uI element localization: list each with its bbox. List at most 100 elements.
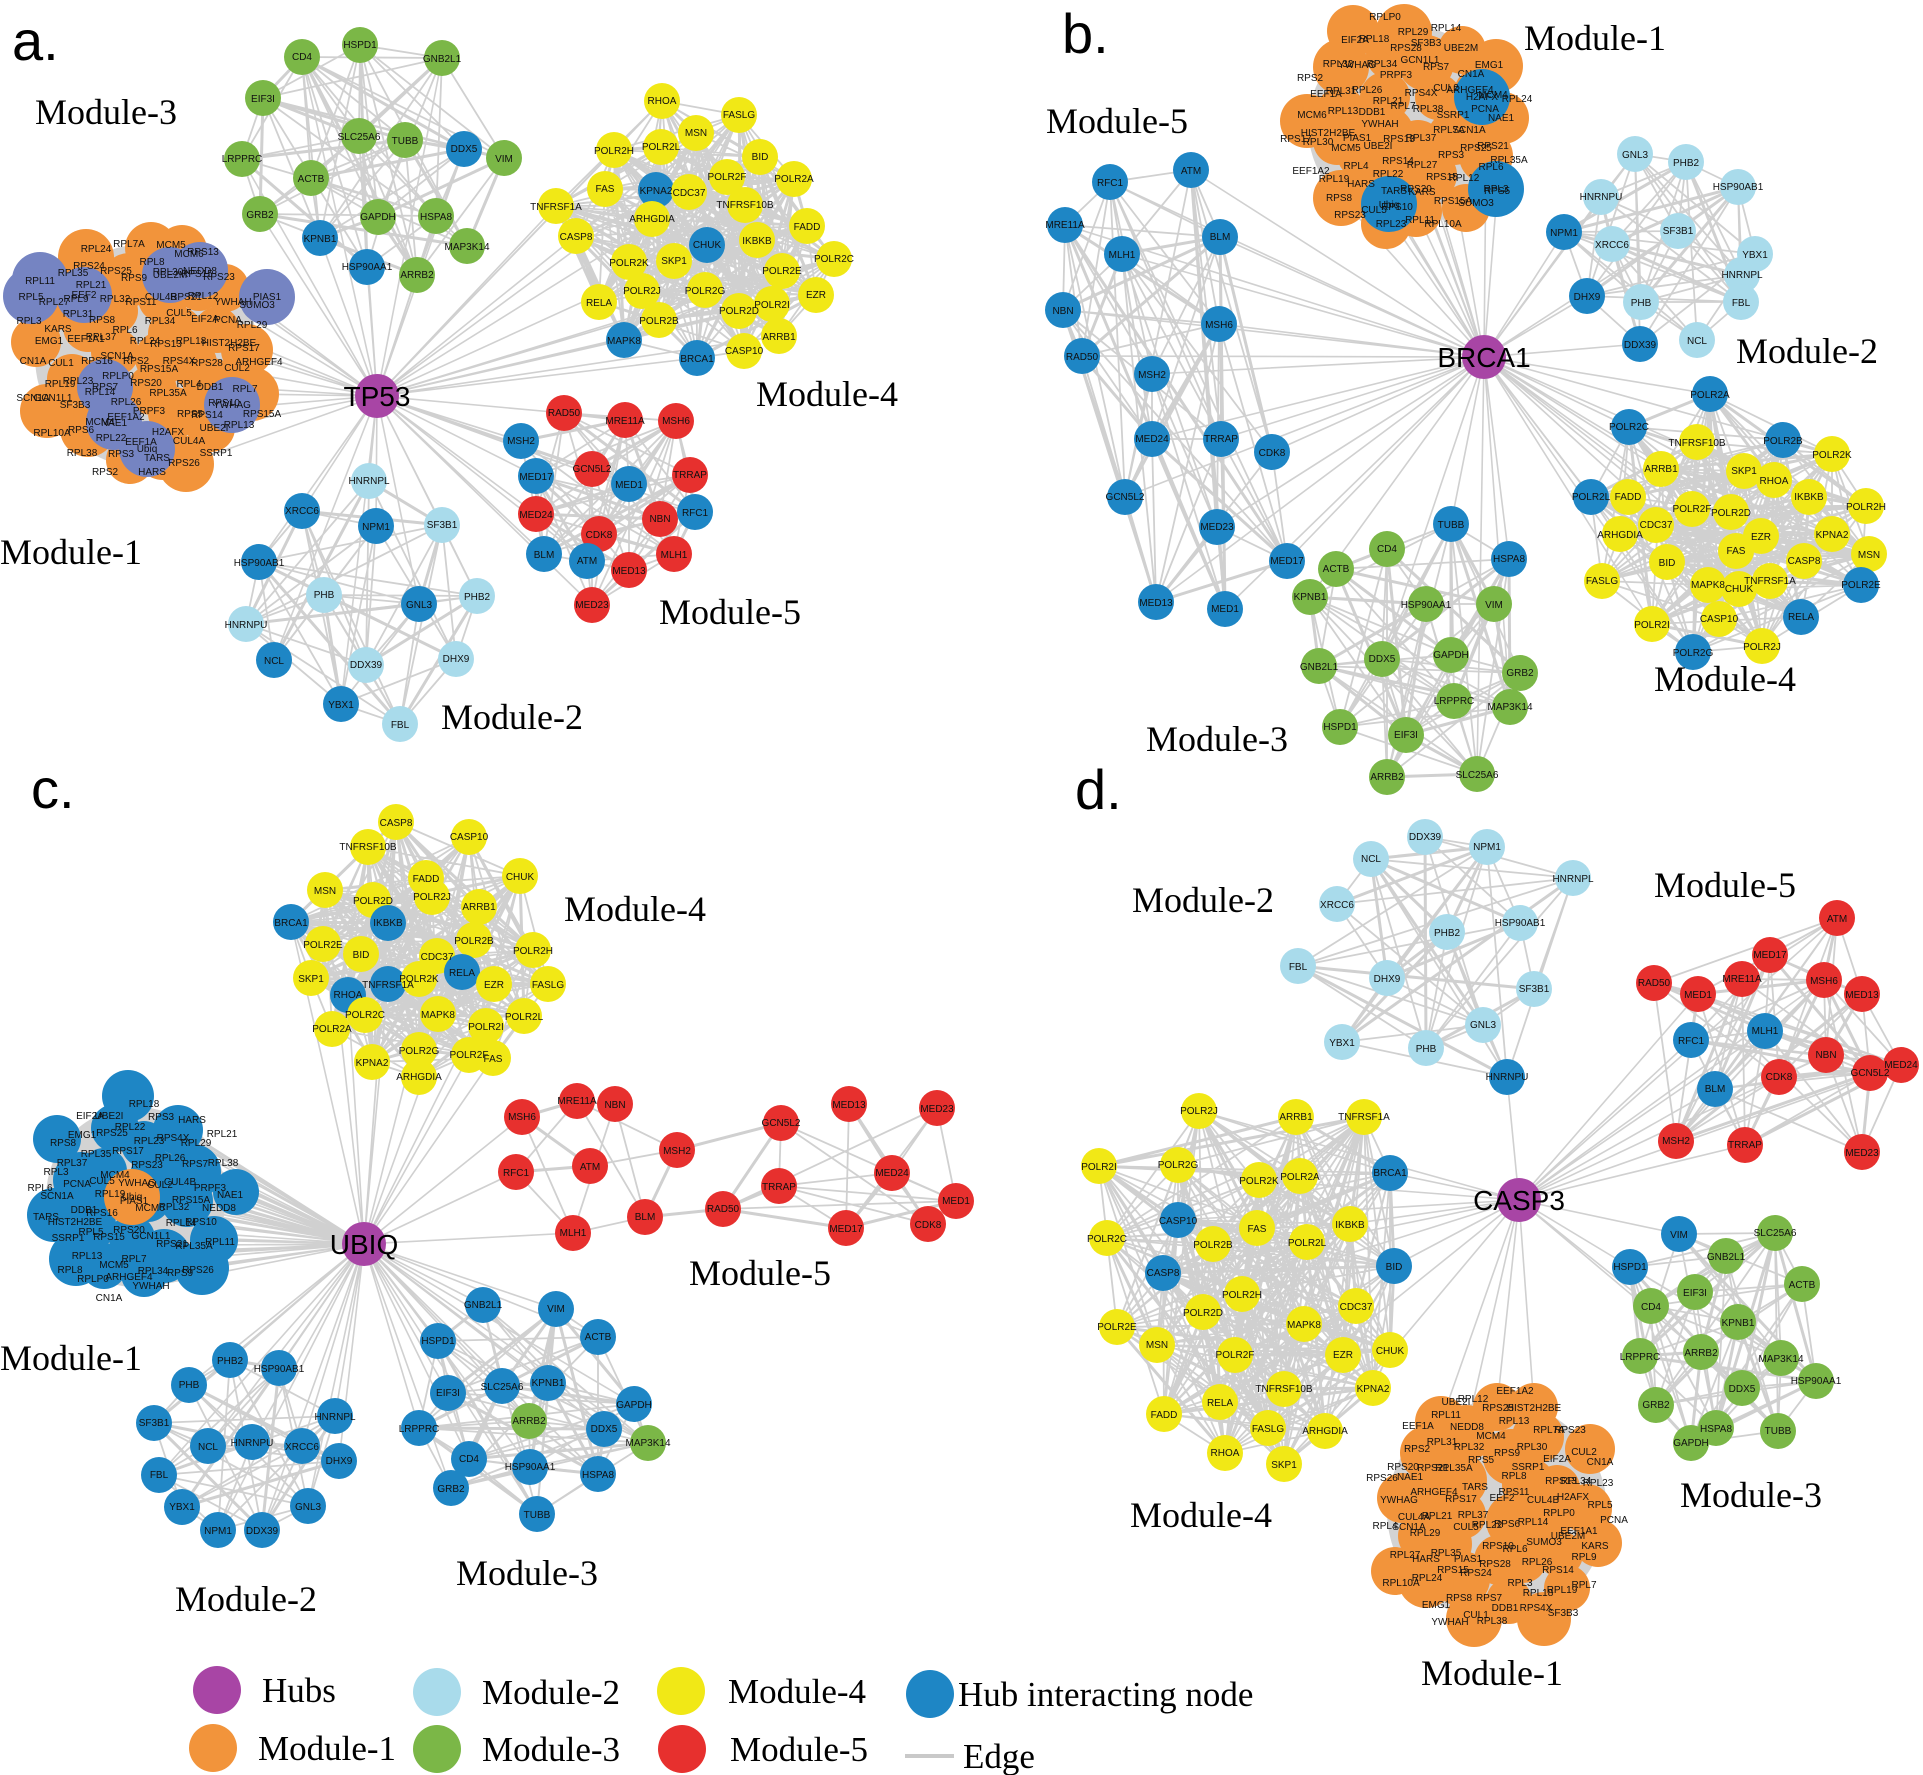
svg-text:EZR: EZR <box>1751 532 1771 543</box>
svg-text:CHUK: CHUK <box>506 872 535 883</box>
svg-text:RPS15: RPS15 <box>1426 172 1458 183</box>
svg-text:ARHGEF4: ARHGEF4 <box>1446 85 1494 96</box>
svg-text:POLR2G: POLR2G <box>1673 648 1714 659</box>
svg-text:GCN5L2: GCN5L2 <box>1851 1068 1890 1079</box>
svg-text:UBIQ: UBIQ <box>330 1229 398 1260</box>
svg-text:CASP10: CASP10 <box>1159 1216 1198 1227</box>
svg-text:POLR2G: POLR2G <box>399 1046 440 1057</box>
svg-text:HARS: HARS <box>178 1115 206 1126</box>
svg-text:GNL3: GNL3 <box>406 600 433 611</box>
svg-text:MSN: MSN <box>1146 1340 1168 1351</box>
svg-text:TNFRSF10B: TNFRSF10B <box>339 842 397 853</box>
svg-text:FBL: FBL <box>1732 298 1751 309</box>
svg-text:RPL30: RPL30 <box>1303 137 1334 148</box>
svg-text:FAS: FAS <box>484 1054 503 1065</box>
svg-text:EIF3I: EIF3I <box>1683 1288 1707 1299</box>
svg-text:PHB2: PHB2 <box>1673 158 1700 169</box>
svg-text:CN1A: CN1A <box>20 356 47 367</box>
svg-text:EIF2A: EIF2A <box>76 1111 104 1122</box>
svg-text:c.: c. <box>31 757 75 820</box>
svg-text:Module-2: Module-2 <box>482 1673 620 1712</box>
svg-text:PCNA: PCNA <box>1600 1515 1628 1526</box>
svg-text:Module-5: Module-5 <box>1654 865 1796 905</box>
svg-text:CUL5: CUL5 <box>1361 205 1387 216</box>
svg-text:HNRNPL: HNRNPL <box>348 476 390 487</box>
svg-text:MED24: MED24 <box>1884 1060 1918 1071</box>
svg-text:MED17: MED17 <box>829 1224 863 1235</box>
svg-text:MED24: MED24 <box>875 1168 909 1179</box>
svg-text:RPL37: RPL37 <box>1406 133 1437 144</box>
svg-text:DDX5: DDX5 <box>1369 654 1396 665</box>
svg-text:RPS15A: RPS15A <box>243 409 282 420</box>
svg-text:SCN1A: SCN1A <box>100 351 134 362</box>
svg-text:MAP3K14: MAP3K14 <box>1487 702 1532 713</box>
svg-text:a.: a. <box>12 9 59 72</box>
svg-text:SCN1A: SCN1A <box>1452 125 1486 136</box>
svg-text:RPL26: RPL26 <box>1352 85 1383 96</box>
svg-text:TARS: TARS <box>144 453 170 464</box>
svg-text:FBL: FBL <box>391 720 410 731</box>
svg-text:UBE2I: UBE2I <box>200 423 229 434</box>
svg-text:CDC37: CDC37 <box>1640 520 1673 531</box>
svg-text:RHOA: RHOA <box>648 96 677 107</box>
svg-text:POLR2A: POLR2A <box>1690 390 1730 401</box>
svg-text:MED23: MED23 <box>1845 1148 1879 1159</box>
svg-text:RPL23: RPL23 <box>1376 219 1407 230</box>
svg-text:RPS10: RPS10 <box>185 1217 217 1228</box>
svg-text:TNFRSF1A: TNFRSF1A <box>1338 1112 1390 1123</box>
svg-text:EEF1A2: EEF1A2 <box>1292 166 1330 177</box>
svg-text:Module-5: Module-5 <box>689 1253 831 1293</box>
svg-text:ARHGEF4: ARHGEF4 <box>105 1272 153 1283</box>
svg-text:RPL31: RPL31 <box>1427 1437 1458 1448</box>
svg-text:POLR2I: POLR2I <box>754 300 790 311</box>
svg-text:RPL6: RPL6 <box>27 1183 52 1194</box>
svg-text:POLR2B: POLR2B <box>1763 436 1803 447</box>
svg-text:LRPPRC: LRPPRC <box>1434 696 1475 707</box>
svg-text:POLR2L: POLR2L <box>505 1012 544 1023</box>
svg-text:RPL23: RPL23 <box>134 1136 165 1147</box>
svg-text:MAPK8: MAPK8 <box>1691 580 1725 591</box>
svg-text:Module-5: Module-5 <box>659 592 801 632</box>
svg-text:RPL12: RPL12 <box>1458 1394 1489 1405</box>
svg-text:CHUK: CHUK <box>693 240 722 251</box>
svg-text:RPS11: RPS11 <box>1499 1487 1530 1498</box>
svg-text:RPL24: RPL24 <box>81 244 112 255</box>
svg-text:EEF1A: EEF1A <box>1310 89 1342 100</box>
svg-text:RPS21: RPS21 <box>156 1239 188 1250</box>
svg-text:LRPPRC: LRPPRC <box>1620 1352 1661 1363</box>
svg-text:RPL37: RPL37 <box>86 332 117 343</box>
svg-text:RPL38: RPL38 <box>208 1158 239 1169</box>
svg-text:RPL35A: RPL35A <box>175 1241 213 1252</box>
svg-text:ATM: ATM <box>1181 166 1201 177</box>
svg-text:TNFRSF1A: TNFRSF1A <box>530 202 582 213</box>
svg-text:PIAS1: PIAS1 <box>1454 1554 1483 1565</box>
svg-text:RPL12: RPL12 <box>188 291 219 302</box>
svg-text:ARRB2: ARRB2 <box>512 1416 546 1427</box>
svg-text:CASP8: CASP8 <box>560 232 593 243</box>
svg-text:MLH1: MLH1 <box>1752 1026 1779 1037</box>
svg-text:RELA: RELA <box>1788 612 1814 623</box>
svg-text:RPL37: RPL37 <box>1458 1510 1489 1521</box>
svg-text:CUL2: CUL2 <box>1433 83 1459 94</box>
svg-text:Module-2: Module-2 <box>441 697 583 737</box>
svg-text:POLR2C: POLR2C <box>1087 1234 1127 1245</box>
svg-text:SCN1A: SCN1A <box>1392 1522 1426 1533</box>
svg-text:SSRP1: SSRP1 <box>1437 110 1470 121</box>
svg-text:KARS: KARS <box>1408 187 1436 198</box>
svg-text:MCM5: MCM5 <box>1331 143 1361 154</box>
svg-text:VIM: VIM <box>547 1304 565 1315</box>
svg-text:PCNA: PCNA <box>63 1179 91 1190</box>
svg-text:YWHAH: YWHAH <box>1431 1617 1468 1628</box>
svg-text:RPL35: RPL35 <box>1431 1548 1462 1559</box>
svg-text:MSH2: MSH2 <box>1138 370 1166 381</box>
svg-text:RPL13: RPL13 <box>1328 106 1359 117</box>
svg-text:FADD: FADD <box>1151 1410 1178 1421</box>
svg-text:MED13: MED13 <box>1139 598 1173 609</box>
svg-text:RFC1: RFC1 <box>682 508 709 519</box>
svg-text:RPL14: RPL14 <box>166 1218 197 1229</box>
svg-text:MED17: MED17 <box>519 472 553 483</box>
svg-text:TUBB: TUBB <box>524 1510 551 1521</box>
svg-text:RPS15: RPS15 <box>93 1232 125 1243</box>
svg-text:RPL14: RPL14 <box>1431 23 1462 34</box>
svg-text:DHX9: DHX9 <box>1574 292 1601 303</box>
